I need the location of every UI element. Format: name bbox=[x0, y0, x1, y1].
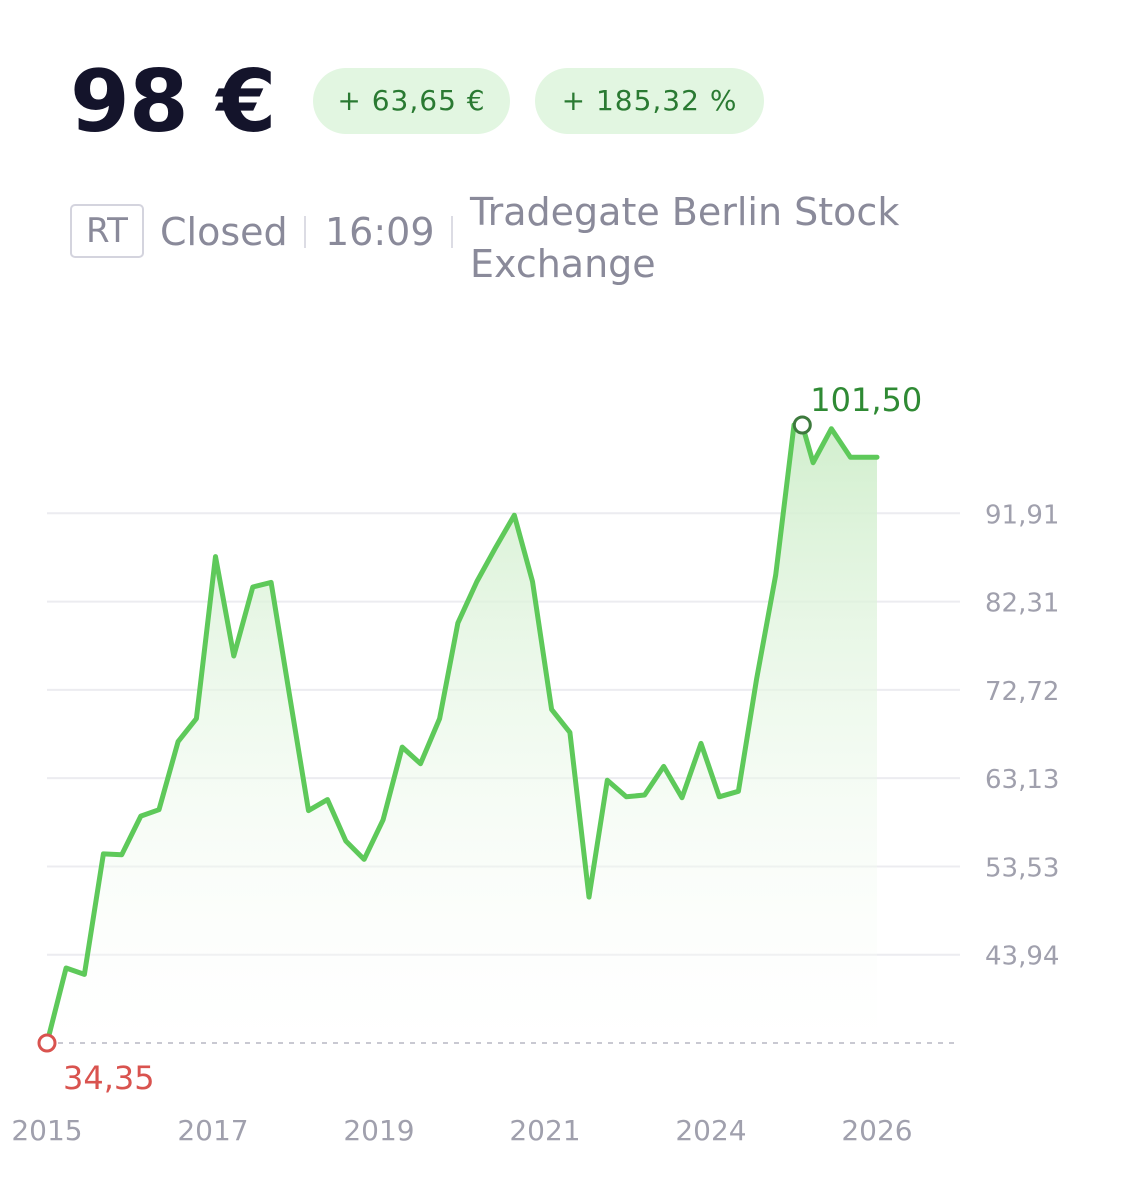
current-price: 98 € bbox=[70, 52, 276, 152]
y-tick-label: 53,53 bbox=[985, 853, 1059, 883]
y-tick-label: 82,31 bbox=[985, 589, 1059, 619]
high-point-marker[interactable] bbox=[792, 415, 812, 435]
y-tick-label: 72,72 bbox=[985, 677, 1059, 707]
x-tick-label: 2017 bbox=[177, 1114, 248, 1147]
status-separator bbox=[451, 216, 453, 248]
status-separator bbox=[304, 216, 306, 248]
market-state: Closed bbox=[160, 210, 288, 254]
price-history-chart[interactable]: 91,91 82,31 72,72 63,13 53,53 43,94 34,35 101… bbox=[0, 300, 1147, 1180]
x-axis-labels: 2015 2017 2019 2021 2024 2026 bbox=[11, 1114, 912, 1147]
low-value-label: 34,35 bbox=[63, 1059, 155, 1097]
x-tick-label: 2021 bbox=[509, 1114, 580, 1147]
realtime-badge: RT bbox=[70, 204, 144, 258]
quote-time: 16:09 bbox=[325, 210, 435, 254]
x-tick-label: 2024 bbox=[675, 1114, 746, 1147]
exchange-name: Tradegate Berlin Stock Exchange bbox=[470, 190, 900, 286]
y-tick-label: 91,91 bbox=[985, 500, 1059, 530]
high-value-label: 101,50 bbox=[810, 381, 922, 419]
price-series-line bbox=[44, 422, 880, 1046]
percent-change-badge: + 185,32 % bbox=[535, 68, 764, 134]
y-tick-label: 63,13 bbox=[985, 765, 1059, 795]
y-axis-labels: 91,91 82,31 72,72 63,13 53,53 43,94 bbox=[985, 500, 1059, 971]
low-point-marker[interactable] bbox=[37, 1033, 57, 1053]
price-area-fill bbox=[47, 425, 877, 1043]
x-tick-label: 2026 bbox=[841, 1114, 912, 1147]
absolute-change-badge: + 63,65 € bbox=[313, 68, 510, 134]
y-tick-label: 43,94 bbox=[985, 942, 1059, 972]
x-tick-label: 2015 bbox=[11, 1114, 82, 1147]
x-tick-label: 2019 bbox=[343, 1114, 414, 1147]
